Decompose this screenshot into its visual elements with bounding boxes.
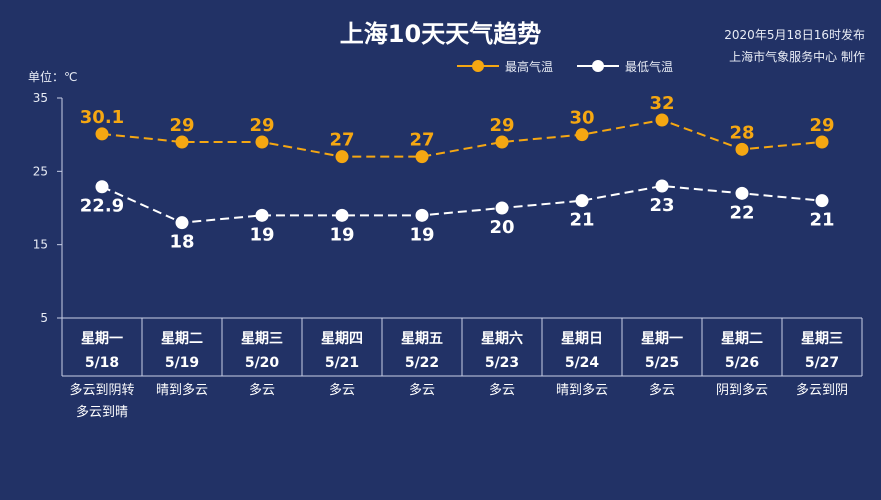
weather-description: 晴到多云	[556, 382, 608, 398]
x-date-label: 5/20	[245, 355, 280, 371]
data-label-high: 29	[489, 115, 514, 136]
data-label-high: 28	[729, 122, 754, 143]
data-point-low	[175, 216, 189, 230]
data-point-low	[255, 208, 269, 222]
data-label-low: 19	[329, 224, 354, 245]
data-point-high	[735, 142, 749, 156]
data-label-low: 23	[649, 195, 674, 216]
data-label-high: 32	[649, 93, 674, 114]
data-label-high: 29	[809, 115, 834, 136]
data-point-high	[415, 150, 429, 164]
weather-description: 多云	[649, 382, 675, 398]
data-point-high	[815, 135, 829, 149]
data-label-low: 21	[569, 210, 594, 231]
data-point-low	[575, 194, 589, 208]
data-point-low	[495, 201, 509, 215]
data-label-high: 27	[329, 130, 354, 151]
data-point-low	[815, 194, 829, 208]
x-date-label: 5/22	[405, 355, 439, 371]
legend-label-low: 最低气温	[625, 60, 674, 74]
data-point-low	[655, 179, 669, 193]
data-point-high	[95, 127, 109, 141]
weather-description: 多云	[409, 382, 435, 398]
data-point-low	[335, 208, 349, 222]
weather-description: 多云	[249, 382, 275, 398]
data-label-low: 22	[729, 202, 754, 223]
data-point-low	[95, 180, 109, 194]
data-point-high	[655, 113, 669, 127]
x-weekday-label: 星期日	[561, 331, 603, 347]
x-date-label: 5/26	[725, 355, 759, 371]
data-label-low: 20	[489, 217, 514, 238]
data-point-low	[735, 186, 749, 200]
data-label-low: 22.9	[80, 196, 124, 217]
data-label-high: 29	[169, 115, 194, 136]
weather-description: 多云	[489, 382, 515, 398]
weather-description: 多云到阴	[796, 382, 848, 398]
data-label-high: 29	[249, 115, 274, 136]
x-date-label: 5/24	[565, 355, 600, 371]
x-weekday-label: 星期二	[721, 331, 763, 347]
x-date-label: 5/18	[85, 355, 119, 371]
x-date-label: 5/27	[805, 355, 839, 371]
legend-label-high: 最高气温	[505, 60, 554, 74]
data-label-low: 19	[409, 224, 434, 245]
y-tick-label: 35	[33, 91, 48, 105]
data-point-high	[495, 135, 509, 149]
data-point-high	[335, 150, 349, 164]
data-point-low	[415, 208, 429, 222]
y-tick-label: 5	[40, 311, 48, 325]
publisher-org: 上海市气象服务中心 制作	[729, 50, 865, 64]
data-label-low: 18	[169, 232, 194, 253]
x-date-label: 5/23	[485, 355, 519, 371]
publish-date: 2020年5月18日16时发布	[724, 28, 865, 42]
y-axis-unit-label: 单位：℃	[28, 70, 78, 84]
weather-description: 晴到多云	[156, 382, 208, 398]
y-tick-label: 15	[33, 238, 48, 252]
data-point-high	[255, 135, 269, 149]
legend-swatch-high	[457, 60, 499, 72]
legend-swatch-low	[577, 60, 619, 72]
data-label-high: 27	[409, 130, 434, 151]
weather-description: 多云	[329, 382, 355, 398]
data-label-low: 19	[249, 224, 274, 245]
weather-description: 阴到多云	[716, 382, 768, 398]
x-weekday-label: 星期一	[81, 331, 123, 347]
x-date-label: 5/19	[165, 355, 199, 371]
data-label-low: 21	[809, 210, 834, 231]
weather-description: 多云到阴转	[69, 382, 134, 398]
x-date-label: 5/21	[325, 355, 359, 371]
y-tick-label: 25	[33, 164, 48, 178]
x-weekday-label: 星期三	[241, 331, 283, 347]
series-line-high	[101, 118, 823, 158]
x-weekday-label: 星期五	[401, 331, 443, 347]
data-label-high: 30.1	[80, 107, 124, 128]
x-weekday-label: 星期二	[161, 331, 203, 347]
data-label-high: 30	[569, 108, 594, 129]
data-point-high	[175, 135, 189, 149]
x-weekday-label: 星期六	[481, 330, 523, 347]
x-weekday-label: 星期三	[801, 331, 843, 347]
x-weekday-label: 星期一	[641, 331, 683, 347]
data-point-high	[575, 128, 589, 142]
x-weekday-label: 星期四	[321, 331, 363, 347]
series-line-low	[101, 184, 823, 224]
x-date-label: 5/25	[645, 355, 679, 371]
chart-title: 上海10天天气趋势	[339, 20, 542, 48]
weather-description: 多云到晴	[76, 404, 128, 420]
